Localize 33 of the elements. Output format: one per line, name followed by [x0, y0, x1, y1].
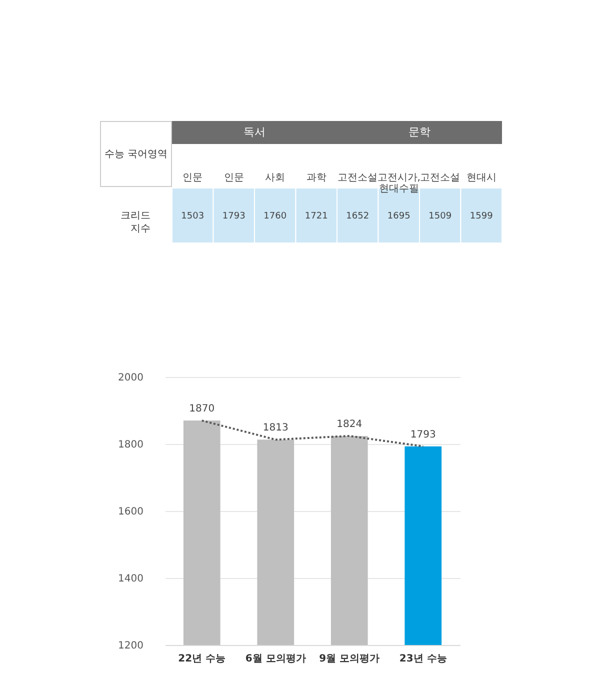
data-label: 1813 [262, 422, 288, 434]
y-tick-label: 크리드 지수 [120, 210, 150, 234]
data-label: 1695 [387, 212, 410, 222]
y-tick-label: 1200 [118, 640, 144, 652]
corner-header: 수능 국어영역 [100, 121, 172, 187]
x-tick-label: 인문 [224, 172, 244, 184]
x-tick-label: 고전소설 [420, 172, 460, 184]
y-tick-label: 2000 [118, 372, 144, 384]
x-tick-label: 사회 [265, 172, 286, 184]
y-tick-label: 1800 [118, 440, 144, 450]
data-label: 1824 [336, 418, 362, 430]
x-tick-label: 고전소설 [338, 172, 378, 184]
data-label: 1760 [264, 212, 287, 222]
data-label: 1793 [222, 212, 246, 222]
x-tick-label: 6월 모의평가 [245, 654, 306, 664]
y-tick-label: 1600 [118, 506, 144, 518]
text: 독서 [244, 126, 266, 138]
text: 문학 [408, 126, 430, 138]
x-tick-label: 9월 모의평가 [319, 654, 380, 664]
x-tick-label: 고전시가, 현대수필 [377, 172, 420, 194]
data-label: 1793 [410, 429, 436, 440]
x-tick-label: 22년 수능 [178, 654, 226, 664]
data-label: 1503 [181, 212, 204, 222]
x-tick-label: 23년 수능 [399, 654, 447, 664]
x-tick-label: 과학 [306, 172, 326, 184]
data-label: 1721 [304, 212, 328, 222]
data-label: 1870 [189, 404, 215, 415]
x-tick-label: 현대시 [466, 172, 496, 184]
x-tick-label: 인문 [182, 172, 203, 184]
data-label: 1599 [470, 212, 494, 222]
data-label: 1652 [346, 212, 370, 222]
data-label: 1509 [428, 212, 452, 222]
y-tick-label: 1400 [118, 574, 144, 584]
